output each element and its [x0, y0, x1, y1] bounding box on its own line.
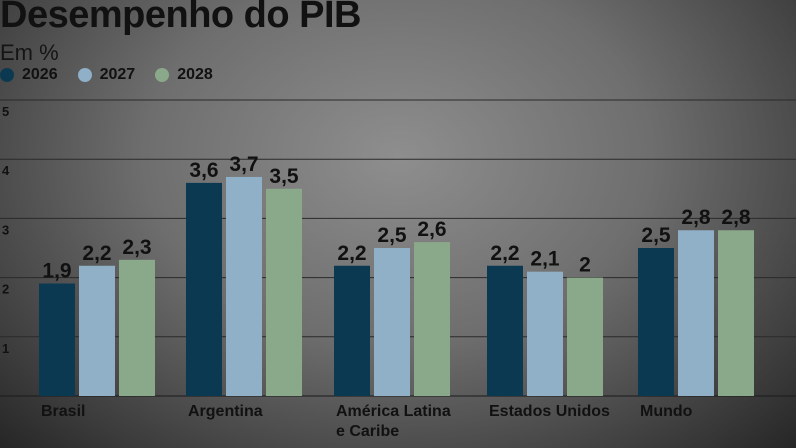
- category-label-0: Brasil: [41, 403, 85, 420]
- data-label-2027-0: 2,2: [82, 242, 111, 265]
- data-label-2026-1: 3,6: [189, 159, 218, 182]
- bar-2027-0: [79, 265, 115, 396]
- bar-2026-1: [186, 182, 222, 396]
- legend-label-2026: 2026: [22, 66, 58, 83]
- chart-title: Desempenho do PIB: [0, 0, 362, 36]
- legend-item-2026: 2026: [0, 66, 58, 84]
- chart-subtitle: Em %: [0, 40, 59, 65]
- data-label-2026-3: 2,2: [490, 242, 519, 265]
- bar-2028-0: [119, 259, 155, 396]
- legend-swatch-2026: [0, 68, 14, 82]
- data-label-2027-2: 2,5: [377, 224, 407, 247]
- legend-item-2028: 2028: [155, 66, 213, 84]
- bar-2027-1: [226, 176, 262, 396]
- data-label-2028-1: 3,5: [269, 165, 299, 188]
- bar-2026-4: [638, 248, 674, 396]
- legend-swatch-2028: [155, 68, 170, 82]
- y-tick-label-5: 5: [2, 104, 9, 119]
- bar-2026-2: [334, 265, 370, 396]
- y-tick-label-3: 3: [2, 222, 9, 237]
- data-label-2027-1: 3,7: [229, 153, 258, 176]
- bar-2027-3: [527, 271, 563, 396]
- category-label-3: Estados Unidos: [489, 403, 610, 420]
- bar-2027-2: [374, 248, 410, 396]
- y-tick-label-2: 2: [2, 282, 9, 297]
- bar-2026-0: [39, 283, 75, 396]
- bar-2028-4: [718, 230, 754, 396]
- y-tick-label-1: 1: [2, 341, 9, 356]
- bar-2027-4: [678, 230, 714, 396]
- y-tick-label-4: 4: [2, 163, 10, 178]
- bar-2028-1: [266, 188, 302, 396]
- data-label-2026-4: 2,5: [641, 224, 671, 247]
- legend-label-2027: 2027: [99, 66, 136, 83]
- data-label-2028-3: 2: [579, 254, 591, 277]
- legend-item-2027: 2027: [77, 66, 136, 84]
- category-label-4: Mundo: [640, 403, 693, 420]
- data-label-2028-2: 2,6: [417, 218, 446, 241]
- data-label-2027-3: 2,1: [530, 248, 560, 271]
- data-label-2026-0: 1,9: [42, 260, 71, 283]
- category-label-1: Argentina: [188, 403, 263, 420]
- data-label-2027-4: 2,8: [681, 206, 711, 229]
- legend-label-2028: 2028: [177, 66, 213, 83]
- bar-2028-3: [567, 277, 603, 396]
- category-label-2: América Latina e Caribe: [336, 403, 451, 440]
- data-label-2026-2: 2,2: [337, 242, 366, 265]
- bar-2028-2: [414, 242, 450, 396]
- legend-swatch-2027: [77, 68, 92, 82]
- data-label-2028-0: 2,3: [122, 236, 151, 259]
- data-label-2028-4: 2,8: [721, 206, 751, 229]
- legend: 2026 2027 2028: [0, 66, 213, 84]
- bar-2026-3: [487, 265, 523, 396]
